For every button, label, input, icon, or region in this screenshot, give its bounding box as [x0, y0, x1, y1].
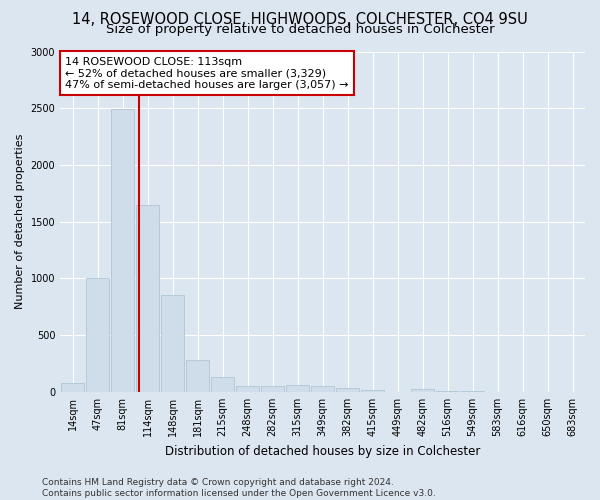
Text: 14, ROSEWOOD CLOSE, HIGHWOODS, COLCHESTER, CO4 9SU: 14, ROSEWOOD CLOSE, HIGHWOODS, COLCHESTE… [72, 12, 528, 28]
X-axis label: Distribution of detached houses by size in Colchester: Distribution of detached houses by size … [165, 444, 480, 458]
Text: Size of property relative to detached houses in Colchester: Size of property relative to detached ho… [106, 22, 494, 36]
Text: 14 ROSEWOOD CLOSE: 113sqm
← 52% of detached houses are smaller (3,329)
47% of se: 14 ROSEWOOD CLOSE: 113sqm ← 52% of detac… [65, 56, 349, 90]
Y-axis label: Number of detached properties: Number of detached properties [15, 134, 25, 310]
Bar [112, 110, 134, 392]
Text: Contains HM Land Registry data © Crown copyright and database right 2024.
Contai: Contains HM Land Registry data © Crown c… [42, 478, 436, 498]
Bar [136, 204, 159, 392]
Bar [262, 386, 284, 392]
Bar [187, 360, 209, 392]
Bar [412, 388, 434, 392]
Bar [337, 388, 359, 392]
Bar [86, 278, 109, 392]
Bar [161, 296, 184, 392]
Bar [236, 386, 259, 392]
Bar [61, 384, 84, 392]
Bar [211, 377, 234, 392]
Bar [361, 390, 384, 392]
Bar [311, 386, 334, 392]
Bar [286, 385, 309, 392]
